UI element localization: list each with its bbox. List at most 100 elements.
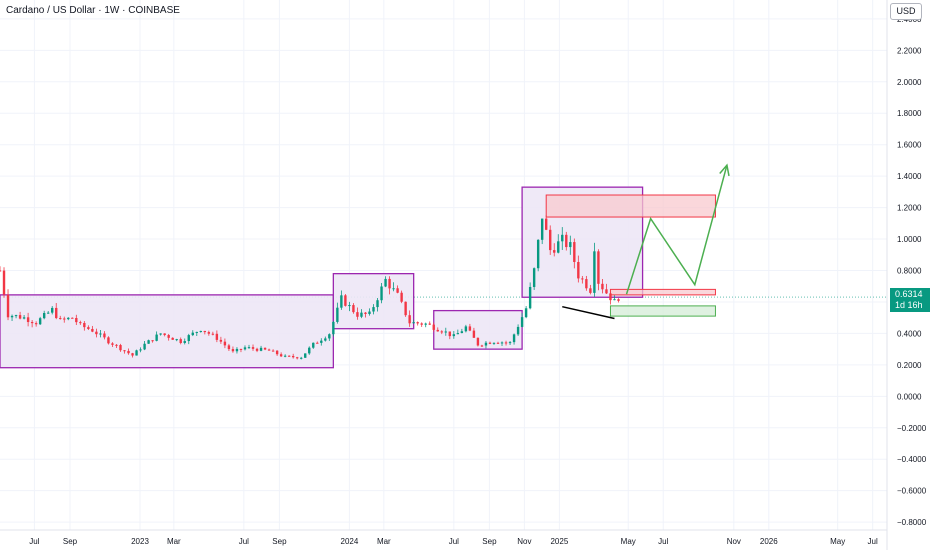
candle-body — [553, 250, 556, 253]
candle-body — [408, 315, 411, 324]
candle-body — [38, 318, 42, 325]
candle-body — [235, 348, 239, 352]
time-tick-label: May — [830, 537, 845, 546]
candle-body — [119, 345, 122, 351]
candle-body — [452, 334, 456, 337]
candle-body — [376, 300, 379, 308]
candle-body — [324, 338, 327, 341]
candle-body — [520, 317, 524, 327]
time-tick-label: Jul — [239, 537, 249, 546]
candle-body — [22, 317, 26, 319]
candle-body — [247, 347, 251, 349]
candle-body — [155, 334, 158, 341]
candle-body — [75, 317, 78, 323]
candle-body — [107, 337, 110, 344]
candle-body — [63, 318, 66, 320]
price-tick-label: 1.8000 — [897, 109, 922, 118]
candle-body — [340, 295, 343, 308]
candle-body — [199, 330, 203, 332]
candle-body — [18, 315, 22, 319]
price-tick-label: 1.2000 — [897, 204, 922, 213]
candle-body — [360, 312, 363, 317]
candle-body — [336, 307, 339, 322]
bar-countdown: 1d 16h — [895, 300, 923, 310]
price-tick-label: 1.6000 — [897, 141, 922, 150]
candle-body — [291, 355, 295, 358]
candle-body — [424, 323, 427, 325]
candle-body — [251, 347, 255, 349]
candle-body — [569, 242, 572, 248]
last-price-badge: 0.6314 1d 16h — [890, 288, 930, 312]
candle-body — [356, 312, 359, 317]
candle-body — [143, 343, 146, 350]
candle-body — [191, 332, 194, 336]
candle-body — [87, 327, 90, 329]
candle-body — [115, 344, 118, 346]
candle-body — [167, 335, 170, 338]
candle-body — [609, 293, 612, 301]
candle-body — [516, 326, 520, 335]
time-tick-label: Mar — [167, 537, 181, 546]
candle-body — [287, 355, 291, 357]
candle-body — [504, 342, 508, 344]
time-tick-label: Nov — [727, 537, 741, 546]
candle-body — [263, 347, 267, 350]
candle-body — [219, 339, 223, 342]
candle-body — [6, 294, 10, 318]
time-tick-label: Nov — [517, 537, 531, 546]
candle-body — [593, 251, 596, 293]
candle-body — [171, 337, 174, 340]
candle-body — [312, 342, 315, 348]
candle-body — [279, 354, 283, 357]
candle-body — [352, 305, 355, 313]
candle-body — [51, 307, 54, 313]
candle-body — [508, 342, 512, 344]
candle-body — [400, 292, 403, 302]
candle-body — [99, 333, 102, 335]
candle-body — [605, 289, 608, 294]
candle-body — [484, 342, 488, 346]
candle-body — [396, 288, 399, 293]
candle-body — [26, 317, 30, 323]
candle-body — [215, 333, 219, 340]
time-tick-label: Sep — [272, 537, 287, 546]
candle-body — [585, 279, 588, 289]
price-tick-label: 1.0000 — [897, 235, 922, 244]
price-tick-label: −0.8000 — [897, 518, 927, 527]
candle-body — [528, 286, 532, 309]
candle-body — [207, 332, 211, 334]
candle-body — [10, 315, 14, 318]
candle-body — [267, 349, 271, 351]
candle-body — [227, 345, 231, 350]
candle-body — [472, 330, 476, 338]
candle-body — [392, 288, 395, 290]
candle-body — [581, 278, 584, 280]
candle-body — [332, 321, 335, 335]
candle-body — [67, 317, 70, 320]
candles — [0, 215, 620, 360]
currency-button[interactable]: USD — [890, 3, 922, 20]
candle-body — [300, 357, 303, 359]
candle-body — [195, 331, 198, 333]
candle-body — [444, 331, 447, 333]
projection-path — [625, 164, 728, 295]
candle-body — [111, 343, 114, 345]
trendline — [562, 305, 615, 320]
candle-body — [372, 307, 375, 312]
candle-body — [320, 340, 323, 343]
candle-body — [500, 342, 504, 344]
candle-body — [139, 349, 142, 351]
candle-body — [175, 339, 178, 341]
candle-body — [71, 317, 74, 319]
candle-body — [496, 342, 500, 344]
candle-body — [147, 340, 150, 344]
time-tick-label: 2026 — [760, 537, 778, 546]
candle-body — [440, 331, 443, 333]
price-tick-label: 0.8000 — [897, 267, 922, 276]
candle-body — [187, 335, 190, 342]
candle-body — [368, 311, 371, 314]
candle-body — [460, 331, 464, 334]
price-tick-label: 0.4000 — [897, 329, 922, 338]
candle-body — [179, 339, 182, 343]
